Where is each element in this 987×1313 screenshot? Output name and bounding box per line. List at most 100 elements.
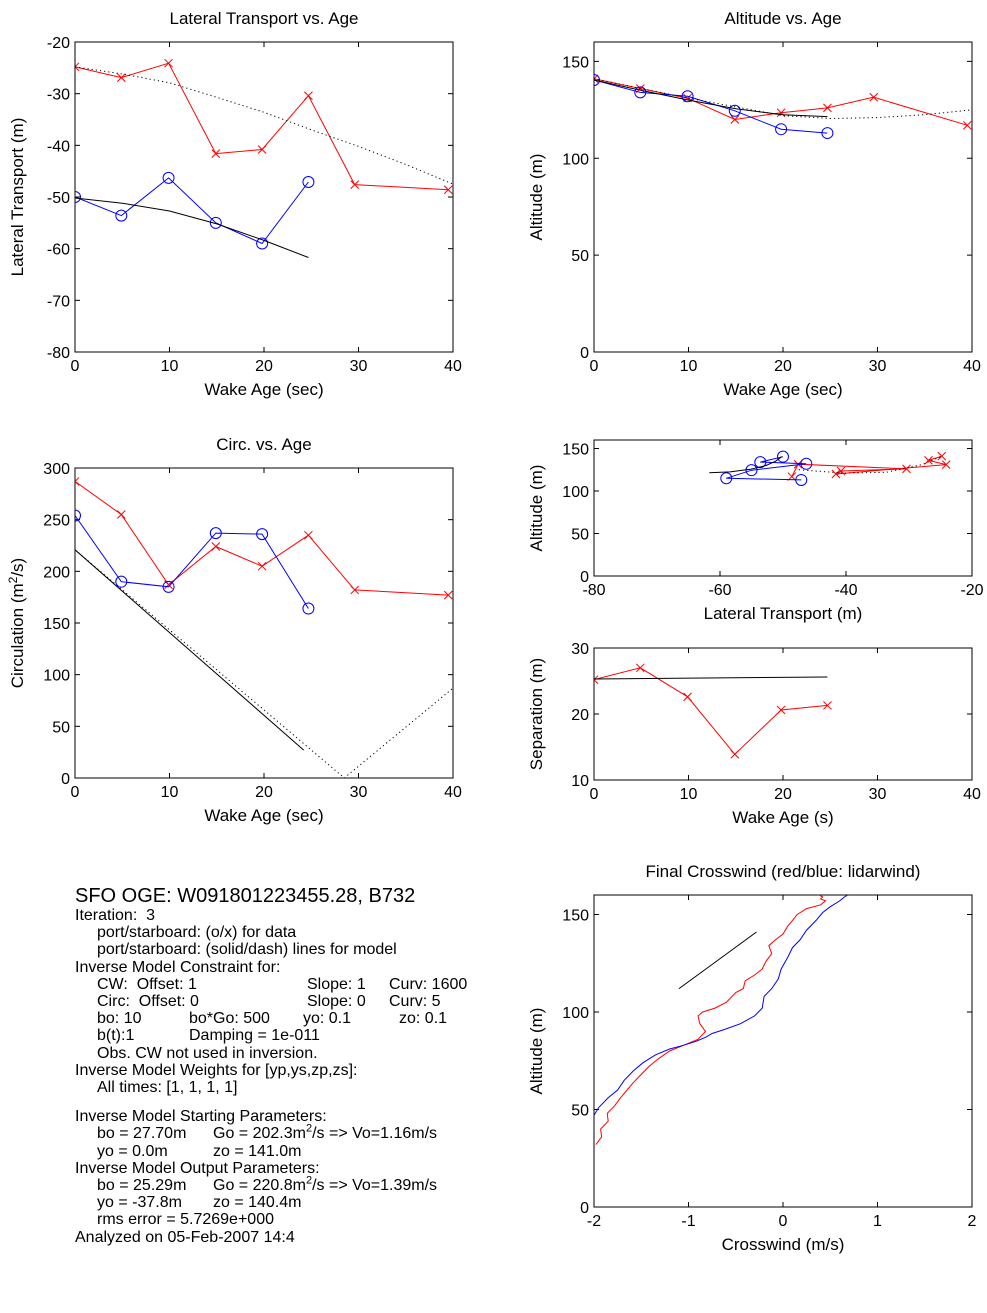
x-tick-label: 10 bbox=[161, 784, 179, 801]
series-line bbox=[75, 197, 309, 258]
x-tick-label: -80 bbox=[582, 582, 605, 599]
info-out-bo-go: bo = 25.29m Go = 220.8m2/s => Vo=1.39m/s bbox=[75, 1174, 545, 1195]
info-yo: yo: 0.1 bbox=[303, 1010, 352, 1028]
x-tick-label: -1 bbox=[681, 1213, 695, 1230]
data-point bbox=[831, 469, 841, 479]
info-circ-constraint: Circ: Offset: 0 Slope: 0 Curv: 5 bbox=[75, 993, 545, 1010]
data-point bbox=[777, 450, 789, 463]
x-tick-label: -40 bbox=[834, 582, 857, 599]
info-out-go: Go = 220.8m bbox=[213, 1177, 306, 1195]
info-cw-slope: Slope: 1 bbox=[307, 975, 366, 993]
x-axis-label: Wake Age (s) bbox=[732, 808, 833, 827]
x-tick-label: 30 bbox=[869, 358, 887, 375]
chart-alt_lat: -80 -60 -40 -20 0 50 100 150 Lateral Transport (… bbox=[527, 439, 984, 623]
data-point bbox=[634, 86, 647, 99]
info-out-bo: bo = 25.29m bbox=[97, 1177, 187, 1195]
series-line bbox=[594, 667, 828, 756]
series-line bbox=[75, 480, 449, 596]
x-tick-label: 40 bbox=[963, 358, 981, 375]
series-line bbox=[791, 455, 947, 477]
info-circ-curv: Curv: 5 bbox=[389, 993, 441, 1011]
data-point bbox=[302, 602, 315, 615]
series-line bbox=[594, 895, 849, 1116]
data-point bbox=[75, 509, 81, 522]
data-point bbox=[115, 209, 128, 222]
axes-box-circ bbox=[74, 467, 454, 779]
info-circ-slope: Slope: 0 bbox=[307, 993, 366, 1011]
info-cw-offset: CW: Offset: 1 bbox=[97, 975, 197, 993]
data-point bbox=[164, 58, 173, 68]
y-axis-label: Lateral Transport (m) bbox=[8, 118, 27, 277]
data-point bbox=[162, 580, 175, 593]
x-tick-label: 40 bbox=[444, 358, 462, 375]
x-axis-label: Wake Age (sec) bbox=[723, 380, 842, 399]
series-line bbox=[594, 79, 828, 118]
data-point bbox=[941, 460, 951, 470]
info-out-go-exp: 2 bbox=[305, 1174, 313, 1187]
series-group bbox=[75, 58, 453, 258]
y-tick-label: 50 bbox=[52, 719, 70, 736]
y-axis-label: Separation (m) bbox=[527, 658, 546, 770]
y-tick-label: 20 bbox=[571, 707, 589, 724]
series-line bbox=[594, 78, 972, 120]
y-tick-label: 100 bbox=[562, 1005, 589, 1022]
plot-title: Altitude vs. Age bbox=[724, 9, 841, 28]
x-tick-label: 30 bbox=[350, 358, 368, 375]
data-point bbox=[443, 590, 453, 600]
data-point bbox=[869, 92, 879, 102]
info-out-yo-zo: yo = -37.8m zo = 140.4m bbox=[75, 1194, 545, 1211]
data-point bbox=[116, 73, 126, 83]
data-point bbox=[304, 91, 313, 101]
x-tick-label: 0 bbox=[590, 358, 599, 375]
axes-box-separation bbox=[593, 647, 973, 781]
y-tick-label: 0 bbox=[580, 1200, 589, 1217]
y-tick-label: 150 bbox=[562, 908, 589, 925]
info-iteration: Iteration: 3 bbox=[75, 907, 156, 924]
data-point bbox=[800, 457, 813, 470]
data-point bbox=[720, 472, 733, 485]
info-out-go-rest: /s => Vo=1.39m/s bbox=[312, 1177, 438, 1195]
y-tick-label: 150 bbox=[562, 54, 589, 71]
y-tick-label: 30 bbox=[571, 641, 589, 658]
info-start-go-rest: /s => Vo=1.16m/s bbox=[312, 1125, 438, 1143]
y-tick-label: -80 bbox=[47, 345, 70, 362]
y-tick-label: -30 bbox=[47, 87, 70, 104]
x-tick-label: 10 bbox=[680, 358, 698, 375]
data-point bbox=[594, 675, 599, 685]
series-line bbox=[709, 456, 782, 474]
data-point bbox=[256, 528, 269, 541]
x-tick-label: 0 bbox=[590, 786, 599, 803]
data-point bbox=[821, 127, 834, 140]
data-point bbox=[443, 185, 453, 195]
data-point bbox=[594, 73, 600, 86]
axes-box-lateral bbox=[74, 41, 454, 353]
info-port-model: port/starboard: (solid/dash) lines for m… bbox=[97, 941, 397, 959]
info-bo-constraint: bo: 10 bo*Go: 500 yo: 0.1 zo: 0.1 bbox=[75, 1010, 545, 1027]
y-tick-label: 100 bbox=[43, 668, 70, 685]
x-tick-label: 40 bbox=[444, 784, 462, 801]
analysis-info-panel: SFO OGE: W091801223455.28, B732 Iteratio… bbox=[75, 885, 545, 1246]
data-point bbox=[75, 191, 81, 203]
series-line bbox=[75, 66, 453, 185]
x-tick-label: -60 bbox=[708, 582, 731, 599]
x-tick-label: 20 bbox=[774, 786, 792, 803]
y-tick-label: 100 bbox=[562, 151, 589, 168]
x-axis-label: Lateral Transport (m) bbox=[704, 604, 863, 623]
y-tick-label: 150 bbox=[43, 616, 70, 633]
info-start-zo: zo = 141.0m bbox=[213, 1142, 302, 1160]
y-tick-label: 0 bbox=[580, 345, 589, 362]
chart-lateral: 0 10 20 30 40 -80 -70 -60 -50 -40 -30 -20 Lateral Tr… bbox=[8, 9, 462, 399]
info-start-bo-go: bo = 27.70m Go = 202.3m2/s => Vo=1.16m/s bbox=[75, 1124, 545, 1143]
data-point bbox=[795, 473, 808, 486]
info-out-yo: yo = -37.8m bbox=[97, 1194, 182, 1212]
x-tick-label: 2 bbox=[968, 1213, 977, 1230]
data-point bbox=[823, 701, 832, 710]
series-line bbox=[594, 79, 828, 134]
info-rms: rms error = 5.7269e+000 bbox=[97, 1211, 274, 1229]
info-start-go: Go = 202.3m bbox=[213, 1125, 306, 1143]
data-point bbox=[730, 749, 740, 759]
info-constraint-header: Inverse Model Constraint for: bbox=[75, 958, 281, 976]
series-line bbox=[75, 177, 309, 245]
y-tick-label: 250 bbox=[43, 513, 70, 530]
